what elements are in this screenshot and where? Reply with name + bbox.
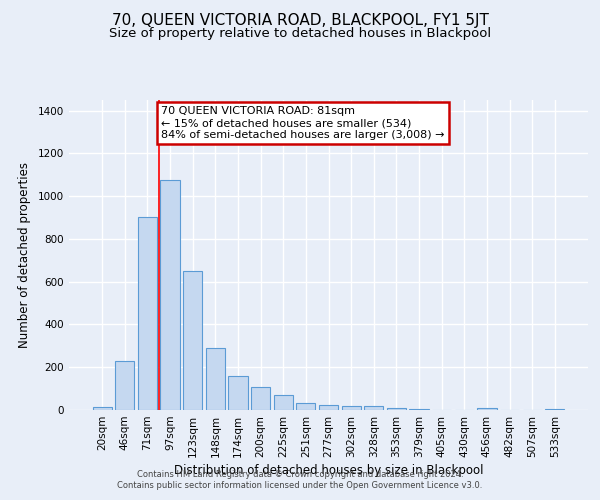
Text: Size of property relative to detached houses in Blackpool: Size of property relative to detached ho… — [109, 28, 491, 40]
Text: Contains HM Land Registry data © Crown copyright and database right 2024.: Contains HM Land Registry data © Crown c… — [137, 470, 463, 479]
X-axis label: Distribution of detached houses by size in Blackpool: Distribution of detached houses by size … — [174, 464, 483, 477]
Bar — [296, 402, 316, 410]
Bar — [477, 408, 497, 410]
Bar — [364, 406, 383, 410]
Bar — [341, 406, 361, 410]
Bar — [115, 362, 134, 410]
Bar — [387, 408, 406, 410]
Y-axis label: Number of detached properties: Number of detached properties — [18, 162, 31, 348]
Text: 70, QUEEN VICTORIA ROAD, BLACKPOOL, FY1 5JT: 70, QUEEN VICTORIA ROAD, BLACKPOOL, FY1 … — [112, 12, 488, 28]
Bar — [92, 407, 112, 410]
Text: 70 QUEEN VICTORIA ROAD: 81sqm
← 15% of detached houses are smaller (534)
84% of : 70 QUEEN VICTORIA ROAD: 81sqm ← 15% of d… — [161, 106, 445, 140]
Bar — [206, 348, 225, 410]
Bar — [409, 409, 428, 410]
Bar — [319, 404, 338, 410]
Bar — [183, 271, 202, 410]
Bar — [229, 376, 248, 410]
Bar — [251, 387, 270, 410]
Bar — [274, 395, 293, 410]
Text: Contains public sector information licensed under the Open Government Licence v3: Contains public sector information licen… — [118, 481, 482, 490]
Bar — [138, 216, 157, 410]
Bar — [545, 409, 565, 410]
Bar — [160, 180, 180, 410]
